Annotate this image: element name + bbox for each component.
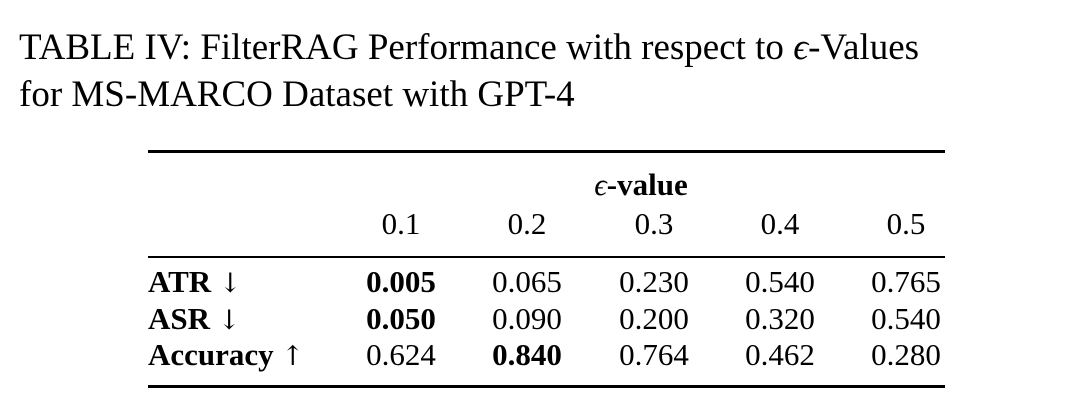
row-label: Accuracy ↑ (148, 337, 304, 375)
table-top-rule (148, 150, 945, 153)
caption-line-2: for MS-MARCO Dataset with GPT-4 (19, 74, 575, 115)
table-bottom-rule (148, 385, 945, 388)
table-cell: 0.320 (745, 301, 815, 336)
column-header-4: 0.4 (760, 206, 800, 241)
table-cell: 0.230 (619, 264, 689, 299)
arrow-up-icon: ↑ (281, 341, 305, 372)
table-cell: 0.050 (366, 301, 436, 336)
row-label: ASR ↓ (148, 301, 240, 339)
column-header-1: 0.1 (381, 206, 421, 241)
metric-name: ASR (148, 301, 211, 336)
arrow-down-icon: ↓ (218, 268, 242, 299)
table-cell: 0.280 (871, 337, 941, 372)
group-header-epsilon-symbol: ϵ (594, 167, 607, 202)
column-header-3: 0.3 (634, 206, 674, 241)
table-cell: 0.090 (492, 301, 562, 336)
group-header-text: -value (606, 167, 688, 202)
caption-epsilon-symbol: ϵ (793, 27, 809, 68)
table-cell: 0.540 (745, 264, 815, 299)
metric-name: Accuracy (148, 337, 274, 372)
table-cell: 0.765 (871, 264, 941, 299)
row-label: ATR ↓ (148, 264, 242, 302)
table-cell: 0.005 (366, 264, 436, 299)
metric-name: ATR (148, 264, 212, 299)
table-cell: 0.624 (366, 337, 436, 372)
table-cell: 0.840 (492, 337, 562, 372)
column-header-5: 0.5 (886, 206, 926, 241)
epsilon-value-group-header: ϵ-value (594, 167, 687, 203)
column-header-2: 0.2 (507, 206, 547, 241)
table-header-rule (148, 256, 945, 258)
caption-line-1: TABLE IV: FilterRAG Performance with res… (19, 24, 1079, 71)
caption-line-1-prefix: TABLE IV: FilterRAG Performance with res… (19, 27, 794, 68)
table-caption: TABLE IV: FilterRAG Performance with res… (19, 24, 1079, 118)
arrow-down-icon: ↓ (217, 305, 241, 336)
table-cell: 0.540 (871, 301, 941, 336)
table-cell: 0.462 (745, 337, 815, 372)
table-cell: 0.200 (619, 301, 689, 336)
table-cell: 0.065 (492, 264, 562, 299)
caption-line-1-suffix: -Values (808, 27, 920, 68)
table-cell: 0.764 (619, 337, 689, 372)
